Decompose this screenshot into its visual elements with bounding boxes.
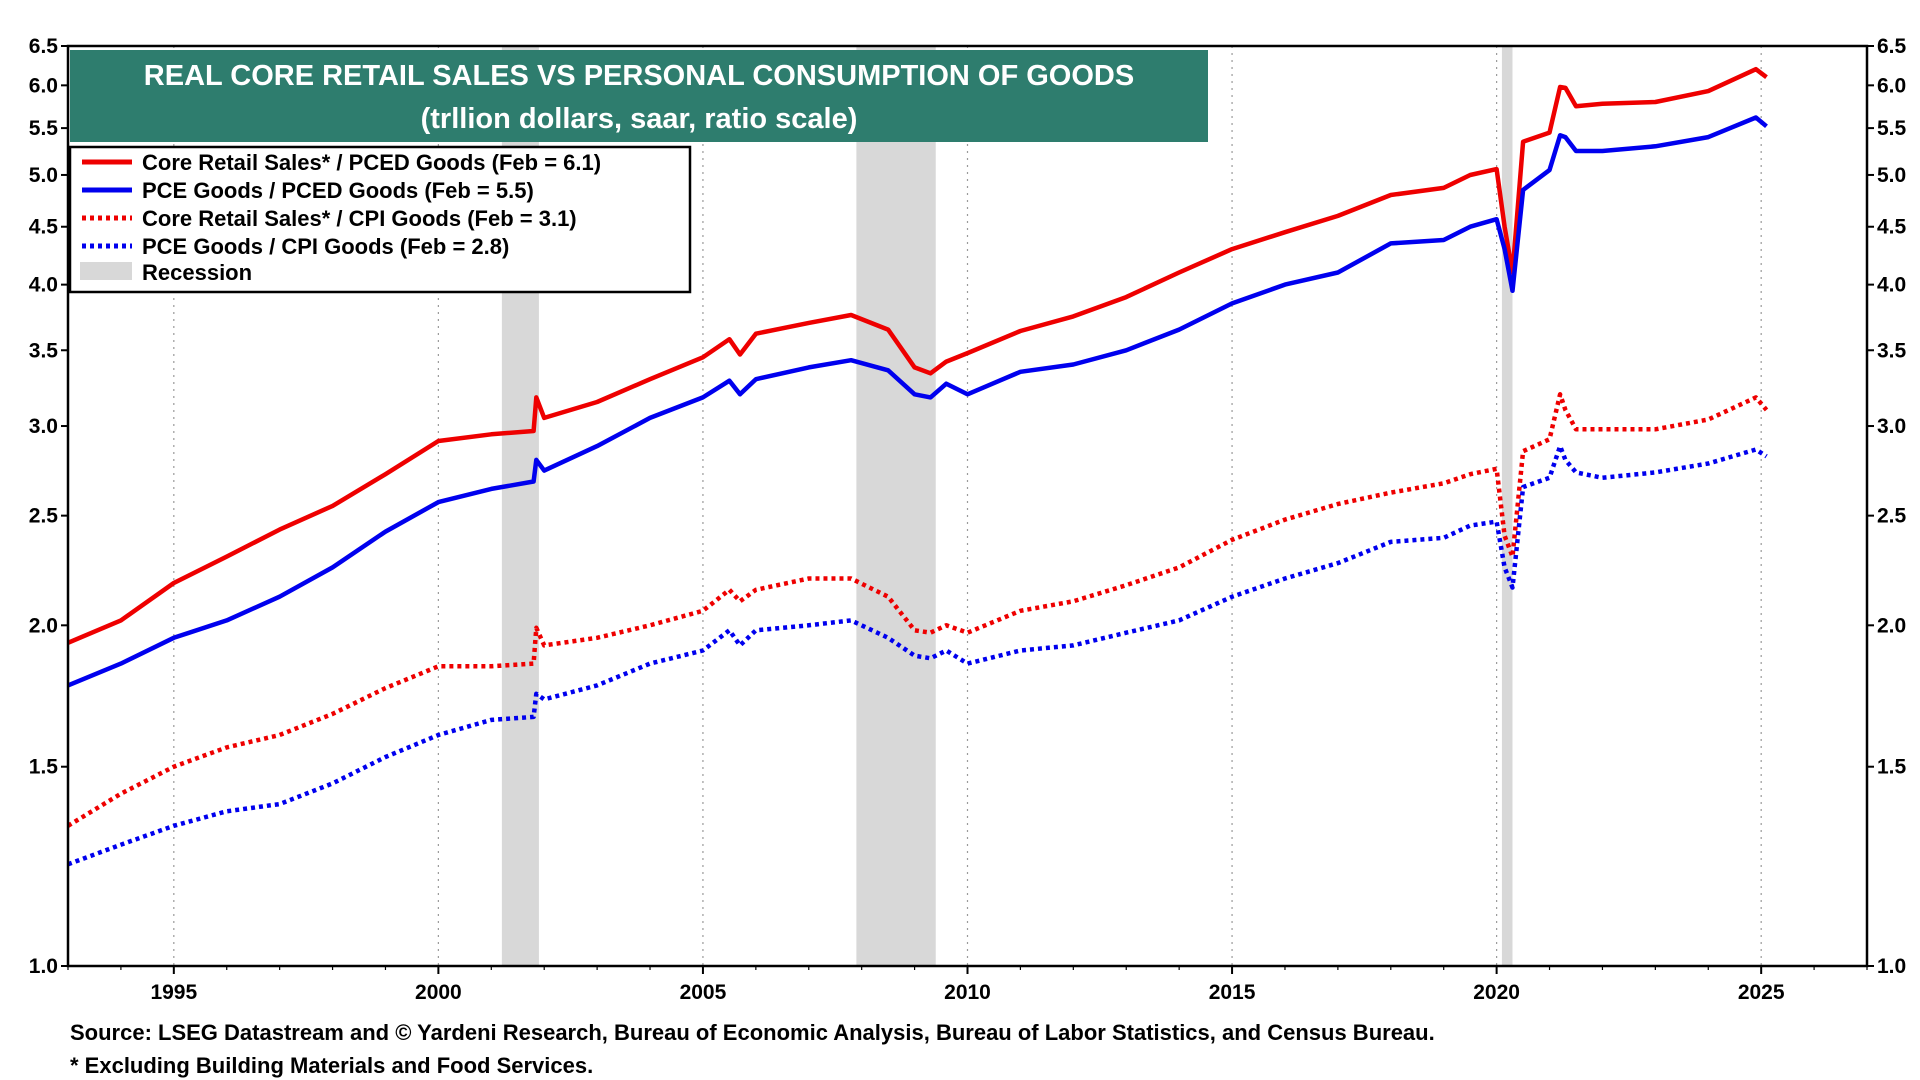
y-left-tick-label-2.0: 2.0 [29,614,58,637]
y-left-tick-label-4.0: 4.0 [29,274,58,297]
x-tick-label-1995: 1995 [150,981,197,1004]
y-left-tick-label-1.5: 1.5 [29,756,59,779]
y-right-tick-label-4.5: 4.5 [1877,216,1907,239]
y-right-tick-label-3.5: 3.5 [1877,339,1907,362]
chart-subtitle: (trllion dollars, saar, ratio scale) [421,103,858,135]
y-left-tick-label-1.0: 1.0 [29,955,58,978]
y-axis-right: 1.0 1.5 2.0 2.5 3.0 3.5 4.0 4.5 5.0 5.5 6.0 6.5 [1867,35,1907,978]
x-tick-label-2005: 2005 [680,981,727,1004]
series-lines [66,66,1769,867]
x-axis: 1995 2000 2005 2010 2015 2020 2025 [67,966,1868,1004]
y-left-tick-label-3.5: 3.5 [29,339,59,362]
y-left-tick-label-2.5: 2.5 [29,505,59,528]
y-right-tick-label-2.5: 2.5 [1877,505,1907,528]
footnote: * Excluding Building Materials and Food … [70,1053,593,1078]
legend: Core Retail Sales* / PCED Goods (Feb = 6… [68,145,692,294]
y-right-tick-label-5.5: 5.5 [1877,117,1907,140]
x-tick-label-2010: 2010 [944,981,991,1004]
y-right-tick-label-1.0: 1.0 [1877,955,1906,978]
y-left-tick-label-6.0: 6.0 [29,74,58,97]
y-right-tick-label-1.5: 1.5 [1877,756,1907,779]
x-tick-label-2020: 2020 [1473,981,1520,1004]
y-right-tick-label-5.0: 5.0 [1877,164,1906,187]
legend-label-recession: Recession [142,260,252,285]
legend-label-4: PCE Goods / CPI Goods (Feb = 2.8) [142,234,509,259]
chart-title: REAL CORE RETAIL SALES VS PERSONAL CONSU… [144,60,1134,92]
legend-label-3: Core Retail Sales* / CPI Goods (Feb = 3.… [142,206,577,231]
x-tick-label-2025: 2025 [1738,981,1785,1004]
x-tick-label-2000: 2000 [415,981,462,1004]
x-tick-label-2015: 2015 [1209,981,1256,1004]
legend-label-2: PCE Goods / PCED Goods (Feb = 5.5) [142,178,534,203]
series-line-2 [67,115,1768,688]
source-note: Source: LSEG Datastream and © Yardeni Re… [70,1020,1435,1045]
y-left-tick-label-3.0: 3.0 [29,415,58,438]
legend-label-1: Core Retail Sales* / PCED Goods (Feb = 6… [142,150,601,175]
series-line-1 [67,66,1768,645]
y-right-tick-label-2.0: 2.0 [1877,614,1906,637]
series-line-3 [66,392,1769,828]
y-right-tick-label-6.5: 6.5 [1877,35,1907,58]
y-right-tick-label-4.0: 4.0 [1877,274,1906,297]
y-axis-left: 1.0 1.5 2.0 2.5 3.0 3.5 4.0 4.5 5.0 5.5 6.0 6.5 [29,35,68,978]
y-left-tick-label-4.5: 4.5 [29,216,59,239]
y-right-tick-label-3.0: 3.0 [1877,415,1906,438]
recession-band-3 [1501,46,1513,966]
y-right-tick-label-6.0: 6.0 [1877,74,1906,97]
y-left-tick-label-5.5: 5.5 [29,117,59,140]
y-left-tick-label-6.5: 6.5 [29,35,59,58]
y-left-tick-label-5.0: 5.0 [29,164,58,187]
series-line-4 [67,443,1768,867]
title-box: REAL CORE RETAIL SALES VS PERSONAL CONSU… [70,50,1208,142]
recession-band-2 [856,46,936,966]
legend-swatch-recession [80,262,132,280]
